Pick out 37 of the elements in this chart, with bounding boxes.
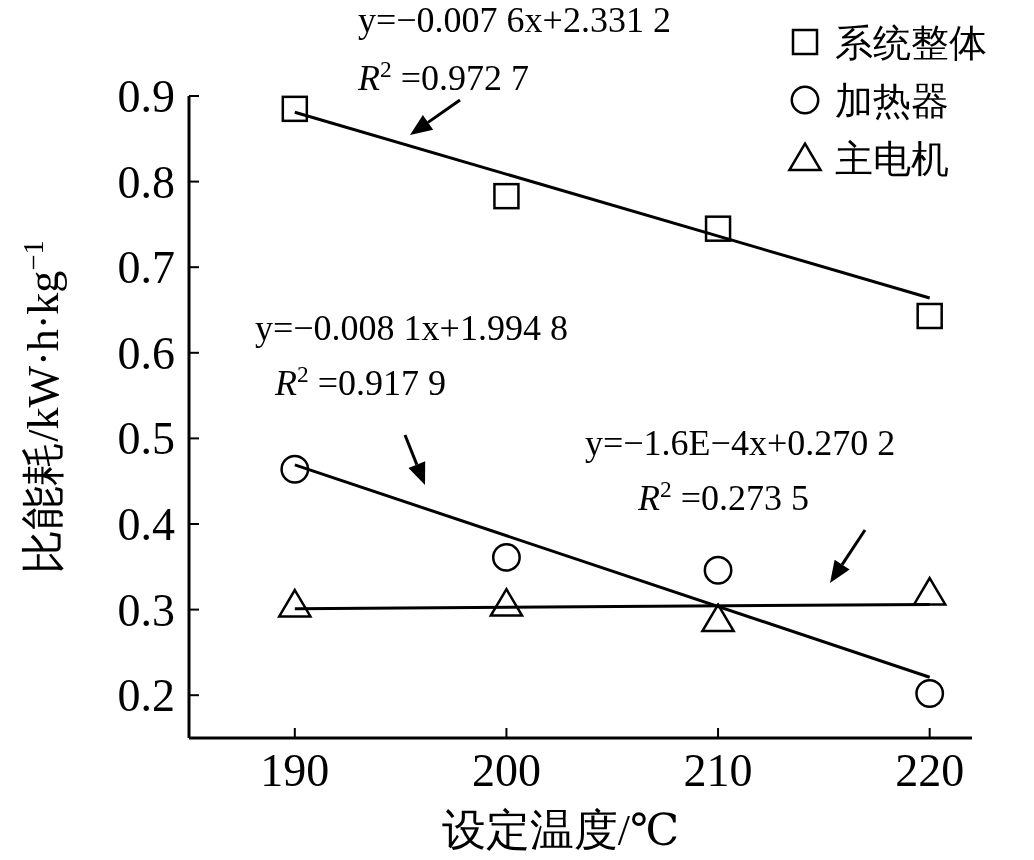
legend-item: 加热器 [790,80,949,122]
legend-item: 系统整体 [791,22,987,64]
annotation: R$^{2}$ =0.273 5 [637,476,810,518]
legend-label: 主电机 [835,138,949,180]
y-tick-label: 0.5 [117,413,175,465]
annotation: y=−1.6E−4x+0.270 2 [585,423,896,463]
x-axis-title: 设定温度/℃ [441,806,680,855]
y-tick-label: 0.4 [117,499,175,550]
y-tick-label: 0.3 [117,584,175,636]
x-tick-label: 210 [683,745,753,796]
x-tick-label: 220 [895,745,965,796]
point [493,182,520,210]
legend-label: 系统整体 [835,22,987,64]
y-tick-label: 0.8 [117,156,175,208]
text: y=−0.007 6x+2.331 2 [358,0,671,40]
point [281,95,309,123]
point [703,555,733,585]
x-tick-label: 200 [471,745,541,796]
annotation: R$^{2}$ =0.972 7 [357,56,530,98]
y-tick-label: 0.7 [117,242,175,294]
y-tick-label: 0.6 [117,327,175,379]
point [491,542,521,572]
point [489,587,524,617]
point [704,215,732,242]
point [912,576,947,606]
x-tick-label: 190 [260,745,330,796]
annotation: y=−0.008 1x+1.994 8 [255,308,568,348]
y-tick-label: 0.2 [117,670,175,722]
annotation: R$^{2}$ =0.917 9 [274,361,447,403]
legend-label: 加热器 [835,80,949,122]
point [915,679,945,708]
legend-item: 主电机 [787,138,949,180]
point [701,603,735,633]
point [280,454,310,484]
point [277,588,312,618]
point [916,302,943,330]
y-tick-label: 0.9 [117,71,175,122]
